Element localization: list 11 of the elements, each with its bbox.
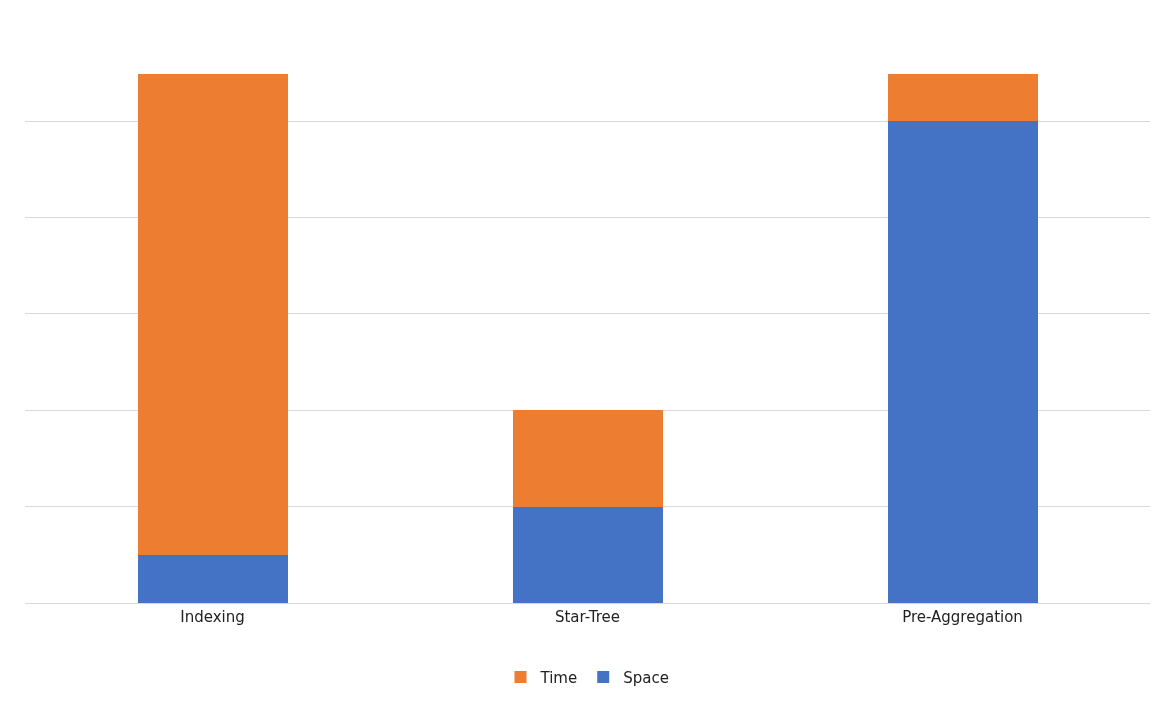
legend-label: Time [539, 668, 578, 687]
x-tick-label: Pre-Aggregation [902, 608, 1023, 626]
bar [887, 121, 1038, 603]
bar [137, 73, 288, 556]
legend-label: Space [623, 668, 669, 687]
x-tick-label: Star-Tree [554, 608, 621, 626]
bar [512, 410, 663, 507]
x-tick-label: Indexing [180, 608, 245, 626]
bar [137, 555, 288, 603]
bar [887, 73, 1038, 122]
bar [512, 506, 663, 603]
